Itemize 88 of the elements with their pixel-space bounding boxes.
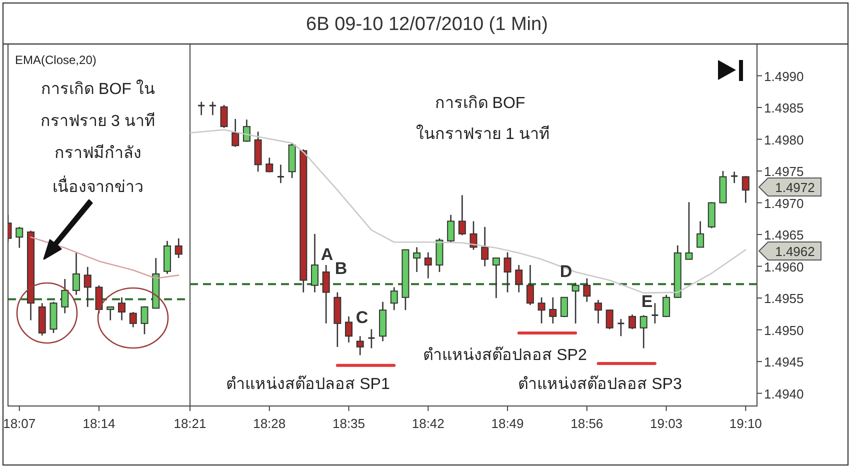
x-tick-label: 18:28	[253, 416, 286, 431]
candlestick	[390, 286, 398, 311]
chart-title: 6B 09-10 12/07/2010 (1 Min)	[306, 14, 548, 35]
candlestick	[367, 328, 376, 349]
candlestick	[492, 257, 500, 299]
annotation: E	[641, 292, 653, 311]
candlestick	[640, 314, 648, 349]
candlestick	[310, 233, 318, 293]
annotation: EMA(Close,20)	[15, 53, 96, 67]
y-tick-label: 1.4955	[764, 291, 804, 306]
y-tick-label: 1.4960	[764, 259, 804, 274]
candlestick	[61, 278, 69, 314]
candlestick	[470, 220, 478, 250]
y-tick-label: 1.4990	[764, 68, 804, 84]
candlestick	[628, 314, 636, 330]
candlestick	[526, 264, 534, 306]
annotation: ตำแหน่งสต๊อปลอส SP3	[518, 374, 682, 393]
x-tick-label: 19:10	[729, 416, 762, 431]
candlestick	[572, 282, 580, 324]
annotation: การเกิด BOF ใน	[41, 79, 155, 98]
candlestick	[549, 296, 557, 324]
candlestick	[685, 201, 693, 260]
y-tick-label: 1.4965	[764, 228, 804, 243]
x-tick-label: 18:07	[3, 416, 36, 431]
candlestick	[730, 171, 738, 184]
candlestick	[84, 266, 92, 308]
candlestick	[276, 164, 285, 184]
annotation: การเกิด BOF	[434, 95, 526, 112]
candlestick	[197, 101, 206, 116]
annotation: เนื่องจากข่าว	[52, 175, 144, 196]
candlestick	[72, 252, 80, 296]
x-tick-label: 19:03	[650, 416, 683, 431]
candlestick	[174, 238, 182, 259]
x-tick-label: 18:35	[332, 416, 366, 431]
y-tick-label: 1.4975	[764, 164, 804, 180]
candlestick	[208, 101, 217, 116]
annotation: กราฟมีกำลัง	[54, 144, 142, 162]
annotation: D	[560, 262, 572, 281]
annotation: C	[356, 308, 368, 327]
x-tick-label: 18:21	[174, 416, 206, 431]
candlestick	[232, 118, 240, 148]
y-tick-label: 1.4985	[764, 100, 804, 116]
candlestick	[616, 318, 625, 337]
candlestick	[322, 264, 330, 324]
text: 1.4962	[775, 244, 815, 259]
y-tick-label: 1.4940	[764, 386, 804, 402]
candlestick	[650, 302, 659, 324]
annotation: ตำแหน่งสต๊อปลอส SP2	[423, 345, 587, 364]
candlestick	[696, 220, 704, 248]
annotation: B	[334, 259, 348, 278]
y-tick-label: 1.4950	[764, 322, 804, 338]
x-tick-label: 18:42	[412, 416, 444, 431]
candlestick	[606, 308, 614, 330]
candlestick	[447, 214, 455, 243]
candlestick	[140, 306, 148, 335]
candlestick	[538, 296, 546, 324]
candlestick	[594, 299, 602, 324]
candlestick	[662, 294, 670, 318]
annotation: ตำแหน่งสต๊อปลอส SP1	[226, 374, 390, 393]
candlestick	[560, 296, 568, 318]
candlestick	[16, 226, 24, 249]
candlestick	[356, 335, 364, 356]
candlestick	[504, 252, 512, 293]
candlestick	[458, 194, 466, 236]
candlestick	[242, 118, 250, 142]
y-tick-label: 1.4980	[764, 132, 804, 148]
candlestick	[95, 284, 103, 314]
candlestick	[742, 175, 750, 204]
candlestick	[424, 252, 432, 279]
candlestick	[515, 264, 523, 293]
annotation: ในกราฟราย 1 นาที	[416, 124, 550, 143]
candlestick	[129, 311, 137, 328]
candlestick	[413, 246, 421, 273]
text: 1.4972	[775, 180, 815, 195]
x-tick-label: 18:49	[491, 416, 524, 431]
candlestick	[220, 104, 228, 128]
y-tick-label: 1.4945	[764, 354, 804, 370]
y-tick-label: 1.4970	[764, 196, 804, 211]
candlestick	[345, 316, 353, 344]
candlestick	[106, 306, 114, 321]
candlestick	[481, 226, 489, 267]
annotation: A	[320, 245, 334, 264]
candlestick	[583, 278, 591, 302]
x-tick-label: 18:14	[82, 416, 116, 431]
annotation: กราฟราย 3 นาที	[40, 112, 156, 130]
candlestick	[118, 296, 126, 321]
candlestick	[266, 157, 274, 173]
x-tick-label: 18:56	[570, 416, 604, 431]
